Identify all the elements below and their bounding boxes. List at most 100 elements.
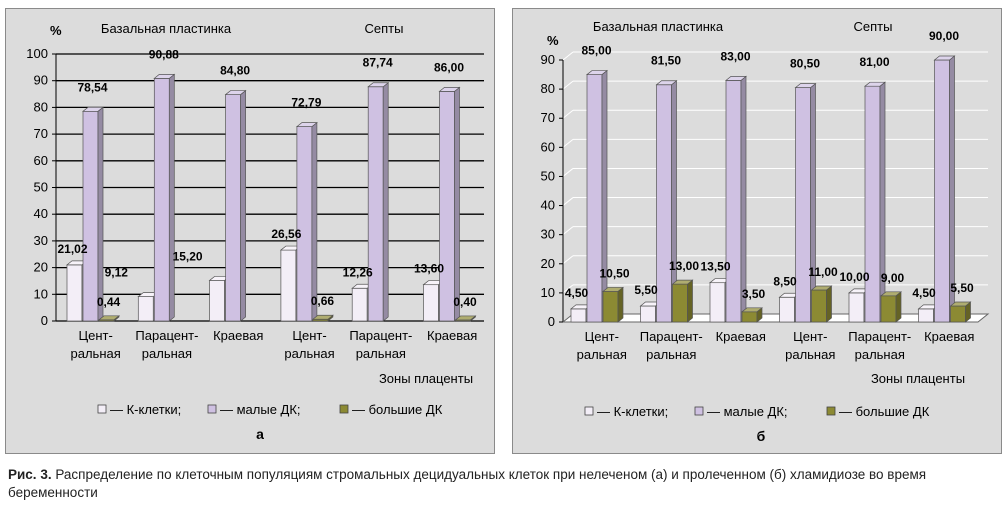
chart-a-bars xyxy=(66,73,477,322)
chart-a-legend: — К-клетки; — малые ДК; — большие ДК xyxy=(97,402,443,417)
chart-panel-b: 0 10 20 30 40 50 60 70 80 90% Базальная пластинка С… xyxy=(512,8,1002,454)
bar-top xyxy=(933,55,956,61)
chart-a-y-ticks: 0 10 20 30 40 50 60 70 80 90 100 xyxy=(26,46,56,328)
chart-b-legend: — К-клетки; — малые ДК; — большие ДК xyxy=(584,404,930,419)
x-tick-label: Парацент- xyxy=(848,329,911,344)
data-label: 78,54 xyxy=(77,80,107,94)
data-label: 0,66 xyxy=(311,294,335,308)
data-label: 5,50 xyxy=(950,281,974,295)
data-label: 72,79 xyxy=(291,96,321,110)
data-label: 84,80 xyxy=(220,64,250,78)
bar-top xyxy=(454,315,477,321)
panel-label: б xyxy=(757,428,766,444)
x-tick-label: Парацент- xyxy=(349,328,412,343)
bar-front xyxy=(811,289,827,323)
bar xyxy=(367,82,390,322)
y-tick-label: 30 xyxy=(34,233,48,248)
bar-front xyxy=(209,280,225,322)
y-tick-label: 80 xyxy=(541,81,555,96)
data-label: 9,12 xyxy=(105,266,129,280)
legend-item: — малые ДК; xyxy=(207,402,301,417)
bar-side xyxy=(311,121,318,322)
data-label: 81,50 xyxy=(651,54,681,68)
x-tick-label: Краевая xyxy=(427,328,477,343)
y-tick-label: 40 xyxy=(34,206,48,221)
bar-side xyxy=(826,285,832,323)
x-axis-title: Зоны плаценты xyxy=(379,371,473,386)
x-tick-label: Цент- xyxy=(793,329,827,344)
bar-front xyxy=(137,296,154,322)
gridline-depth xyxy=(562,138,574,148)
bar-front xyxy=(672,283,688,323)
data-label: 90,00 xyxy=(929,29,959,43)
chart-panel-a: 0 10 20 30 40 50 60 70 80 90 100% Базальная пластин… xyxy=(5,8,495,454)
group-header: Септы xyxy=(854,19,893,34)
data-label: 3,50 xyxy=(742,287,766,301)
x-tick-label: ральная xyxy=(284,346,334,361)
panel-label: а xyxy=(256,426,264,442)
bar-top xyxy=(864,81,886,87)
y-tick-label: 70 xyxy=(541,110,555,125)
bar-front xyxy=(656,84,672,323)
x-tick-label: ральная xyxy=(577,347,627,362)
bar xyxy=(880,291,902,323)
gridline-depth xyxy=(562,80,574,90)
y-tick-label: 0 xyxy=(548,314,555,329)
group-header: Базальная пластинка xyxy=(101,21,232,36)
bar-side xyxy=(97,106,104,322)
bar-top xyxy=(671,279,694,285)
chart-a-x-ticks: Цент-ральная Парацент-ральная Краевая Цент-… xyxy=(71,328,478,361)
bar-top xyxy=(949,301,972,307)
caption-text: Распределение по клеточным популяциям ст… xyxy=(8,467,927,500)
bar xyxy=(864,81,886,323)
chart-a-data-labels: 21,02 78,54 0,44 9,12 90,88 15,20 84,80 26,56 72… xyxy=(57,47,477,309)
bar xyxy=(454,315,477,322)
x-tick-label: Цент- xyxy=(292,328,326,343)
gridline-depth xyxy=(562,284,574,294)
bar xyxy=(602,286,624,323)
legend-item: — К-клетки; xyxy=(584,404,668,419)
bar-side xyxy=(740,75,747,323)
bar-front xyxy=(918,308,934,323)
data-label: 26,56 xyxy=(271,227,301,241)
data-label: 10,00 xyxy=(839,270,869,284)
bar xyxy=(82,106,104,322)
x-tick-label: Цент- xyxy=(585,329,619,344)
bar xyxy=(741,307,763,323)
bar-top xyxy=(880,291,902,297)
x-tick-label: ральная xyxy=(646,347,696,362)
data-label: 0,40 xyxy=(453,295,477,309)
x-tick-label: ральная xyxy=(142,346,192,361)
data-label: 0,44 xyxy=(97,295,121,309)
y-tick-label: 100 xyxy=(26,46,48,61)
chart-b-x-ticks: Цент-ральная Парацент-ральная Краевая Цент-… xyxy=(577,329,975,362)
bar-front xyxy=(66,264,83,322)
legend-item: — малые ДК; xyxy=(694,404,788,419)
x-axis-title: Зоны плаценты xyxy=(871,371,965,386)
bar xyxy=(810,285,833,323)
x-tick-label: ральная xyxy=(356,346,406,361)
bar-side xyxy=(617,286,624,323)
y-tick-label: 20 xyxy=(541,256,555,271)
bar-top xyxy=(741,307,763,313)
gridline-depth xyxy=(562,51,574,61)
bar-side xyxy=(895,291,902,323)
legend-item: — большие ДК xyxy=(339,402,443,417)
gridline-depth xyxy=(562,226,574,236)
gridline-depth xyxy=(562,168,574,177)
y-tick-label: 40 xyxy=(541,198,555,213)
bar xyxy=(794,82,817,323)
y-tick-label: 10 xyxy=(541,285,555,300)
y-tick-label: 30 xyxy=(541,227,555,242)
y-axis-unit: % xyxy=(50,23,62,38)
chart-b-svg: 0 10 20 30 40 50 60 70 80 90% Базальная пластинка С… xyxy=(541,19,990,444)
legend-swatch xyxy=(97,404,107,414)
x-tick-label: Краевая xyxy=(716,329,766,344)
y-tick-label: 50 xyxy=(541,168,555,183)
bar-side xyxy=(810,82,816,323)
data-label: 15,20 xyxy=(173,249,203,263)
data-label: 13,60 xyxy=(414,262,444,276)
bar xyxy=(949,301,972,323)
bar xyxy=(933,55,956,323)
data-label: 4,50 xyxy=(565,286,589,300)
